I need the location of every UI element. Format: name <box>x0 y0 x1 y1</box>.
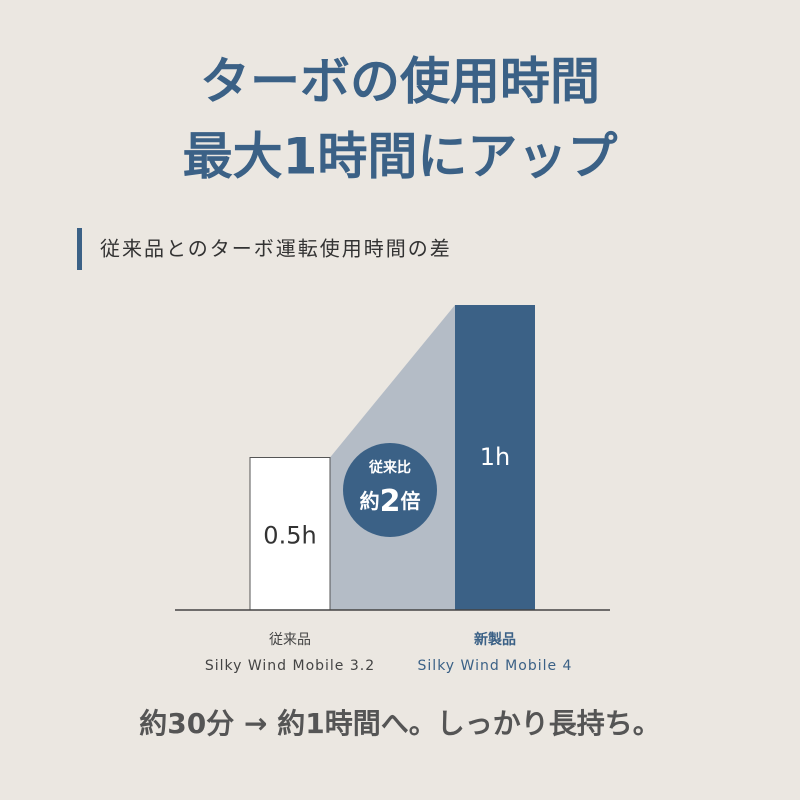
value-label: 0.5h <box>263 522 316 550</box>
badge-part: 倍 <box>400 489 420 513</box>
footer: 約30分 → 約1時間へ。しっかり長持ち。 <box>139 707 660 740</box>
badge-part: 約 <box>360 489 380 513</box>
subtitle-accent <box>77 228 82 270</box>
bar <box>249 457 331 611</box>
badge-main: 約2倍 <box>360 484 421 519</box>
category-label: 新製品 <box>474 631 516 648</box>
badge-top: 従来比 <box>368 459 411 476</box>
badge-part: 2 <box>380 484 401 519</box>
subtitle: 従来品とのターボ運転使用時間の差 <box>100 237 452 261</box>
value-label: 1h <box>480 443 510 471</box>
category-sublabel: Silky Wind Mobile 4 <box>418 658 573 674</box>
category-sublabel: Silky Wind Mobile 3.2 <box>205 658 375 674</box>
category-label: 従来品 <box>269 632 311 648</box>
bar <box>455 305 535 610</box>
title-line: 最大1時間にアップ <box>183 128 618 186</box>
title-line: ターボの使用時間 <box>200 53 600 111</box>
badge <box>343 443 437 537</box>
